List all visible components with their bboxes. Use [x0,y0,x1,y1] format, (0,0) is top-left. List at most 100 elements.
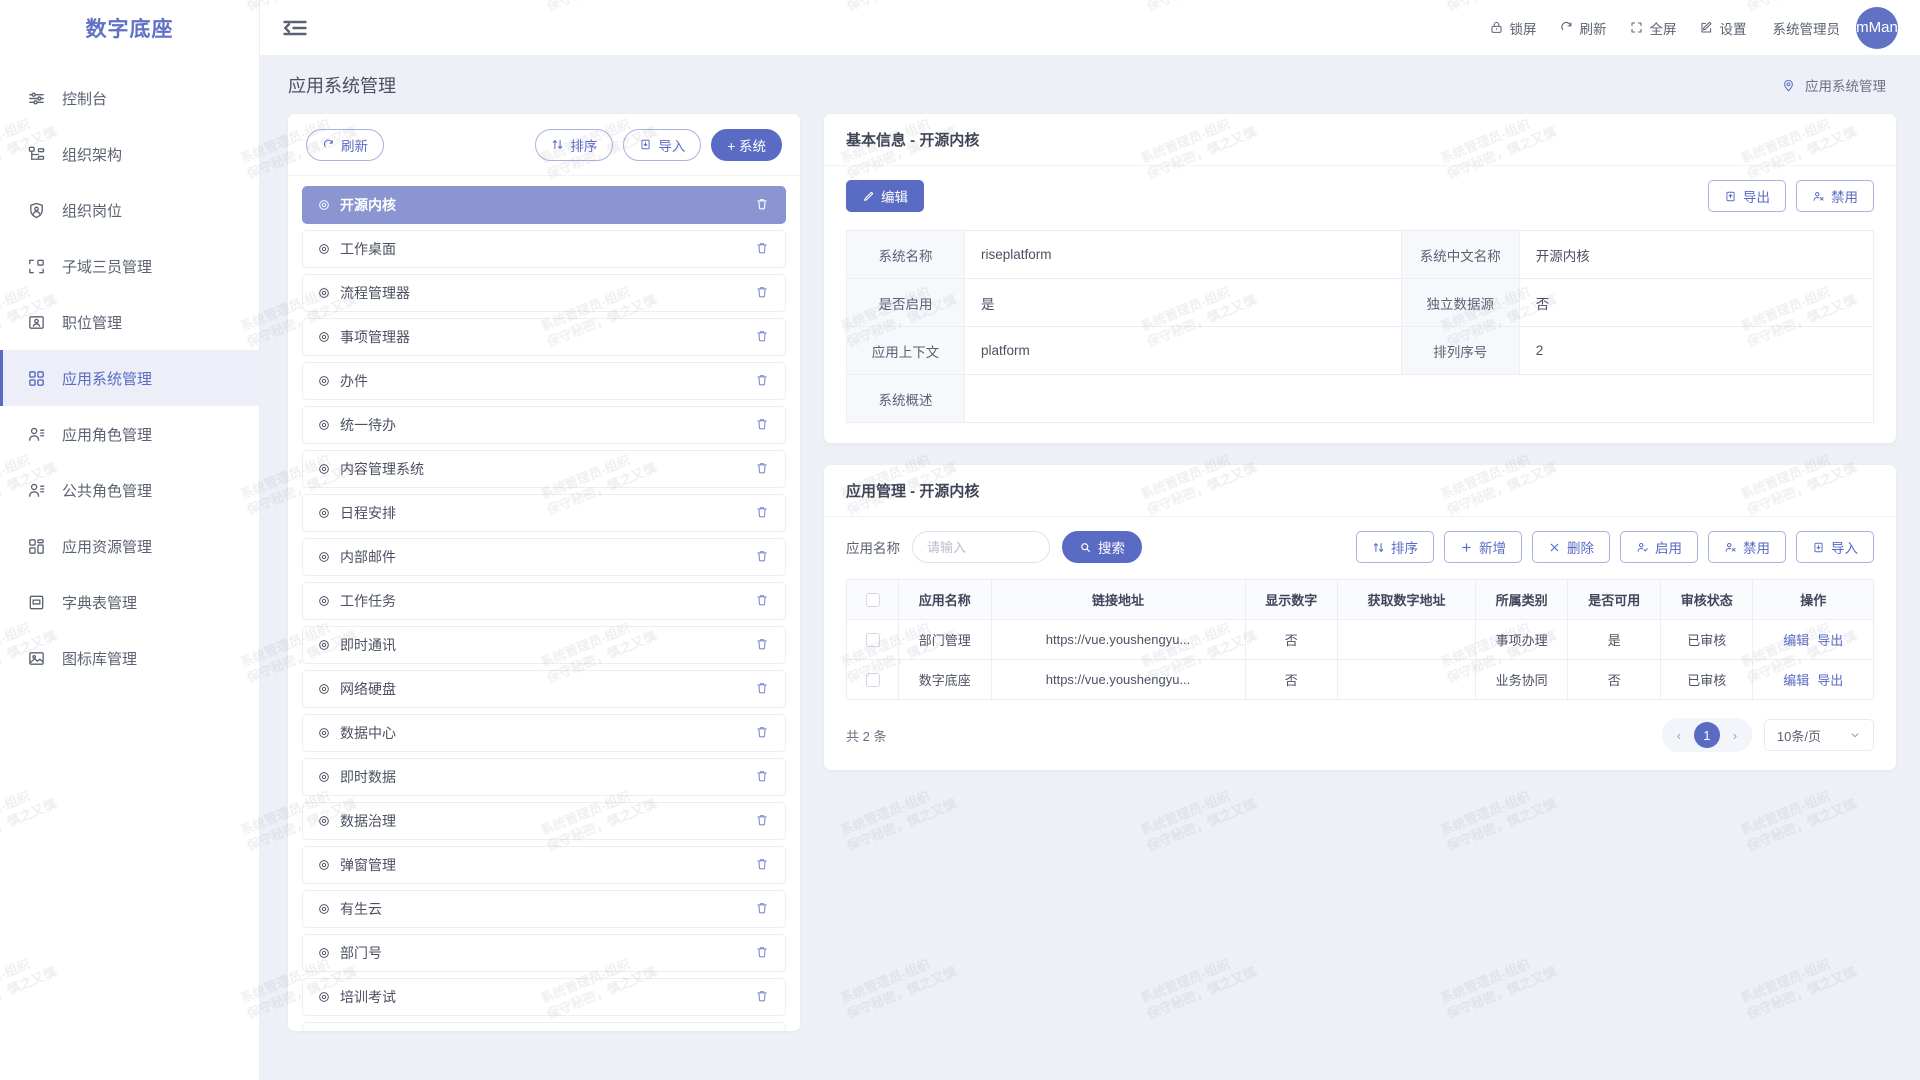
system-list-item[interactable]: 日程安排 [302,494,786,532]
app-action-button-0[interactable]: 排序 [1356,531,1434,563]
sidebar-item-0[interactable]: 控制台 [0,70,259,126]
column-header-1: 应用名称 [898,579,992,620]
row-checkbox[interactable] [865,633,880,648]
sort-systems-button[interactable]: 排序 [535,128,614,161]
system-list-item[interactable]: 事项管理器 [302,318,786,356]
sidebar-item-7[interactable]: 公共角色管理 [0,462,259,518]
app-action-buttons: 排序 新增 删除 启用 禁用 导入 [1356,531,1874,563]
app-action-button-4[interactable]: 禁用 [1708,531,1786,563]
delete-system-icon[interactable] [755,857,771,873]
edit-button[interactable]: 编辑 [846,180,924,212]
basic-info-card: 基本信息 - 开源内核 编辑 [824,114,1896,443]
row-checkbox[interactable] [865,673,880,688]
delete-system-icon[interactable] [755,945,771,961]
delete-system-icon[interactable] [755,549,771,565]
delete-system-icon[interactable] [755,769,771,785]
system-list-item[interactable]: 网络硬盘 [302,670,786,708]
import-systems-button[interactable]: 导入 [623,128,702,161]
disable-basic-button[interactable]: 禁用 [1796,180,1874,212]
target-dot-icon [317,198,331,212]
sidebar-item-1[interactable]: 组织架构 [0,126,259,182]
delete-system-icon[interactable] [755,285,771,301]
sidebar-item-5[interactable]: 应用系统管理 [0,350,259,406]
sidebar-item-6[interactable]: 应用角色管理 [0,406,259,462]
sidebar: 数字底座 控制台 组织架构 组织岗位 子域三员管理 职位管理 应用系统管理 应用角色管理 公共… [0,0,260,1080]
system-list-item[interactable]: 即时数据 [302,758,786,796]
search-button[interactable]: 搜索 [1062,531,1142,563]
system-list-item[interactable]: 开源内核 [302,186,786,224]
select-all-checkbox[interactable] [865,593,880,608]
import-systems-label: 导入 [658,138,686,154]
cell-url: https://vue.youshengyu... [990,659,1246,700]
close-x-icon [1548,541,1561,554]
column-header-6: 是否可用 [1567,579,1661,620]
delete-system-icon[interactable] [755,373,771,389]
system-list-item[interactable]: 内部邮件 [302,538,786,576]
book-icon [26,592,46,612]
page-size-select[interactable]: 10条/页 [1763,719,1874,751]
delete-system-icon[interactable] [755,505,771,521]
info-value: riseplatform [964,230,1402,279]
delete-system-icon[interactable] [755,901,771,917]
sidebar-item-label: 控制台 [62,90,108,108]
target-dot-icon [317,726,331,740]
system-list-item[interactable]: 工作桌面 [302,230,786,268]
system-list-item[interactable]: 有生云 [302,890,786,928]
delete-system-icon[interactable] [755,637,771,653]
system-list-item[interactable]: 考试管理 [302,1022,786,1031]
delete-system-icon[interactable] [755,593,771,609]
system-list-item[interactable]: 弹窗管理 [302,846,786,884]
sidebar-item-3[interactable]: 子域三员管理 [0,238,259,294]
collapse-sidebar-icon[interactable] [280,13,310,43]
delete-system-icon[interactable] [755,197,771,213]
app-action-button-5[interactable]: 导入 [1796,531,1874,563]
breadcrumb-label: 应用系统管理 [1805,79,1886,94]
next-page-button[interactable]: › [1732,727,1738,743]
blocks-icon [26,536,46,556]
delete-system-icon[interactable] [755,813,771,829]
system-list-item[interactable]: 办件 [302,362,786,400]
row-export-link[interactable]: 导出 [1817,673,1844,688]
refresh-button[interactable]: 刷新 [1559,18,1607,38]
row-export-link[interactable]: 导出 [1817,633,1844,648]
prev-page-button[interactable]: ‹ [1676,727,1682,743]
delete-system-icon[interactable] [755,681,771,697]
cell-category: 业务协同 [1474,659,1569,700]
export-basic-button[interactable]: 导出 [1708,180,1786,212]
sidebar-item-9[interactable]: 字典表管理 [0,574,259,630]
fullscreen-button[interactable]: 全屏 [1629,18,1677,38]
system-list-item[interactable]: 流程管理器 [302,274,786,312]
app-action-button-1[interactable]: 新增 [1444,531,1522,563]
user-list-icon [26,480,46,500]
app-action-button-2[interactable]: 删除 [1532,531,1610,563]
app-action-button-3[interactable]: 启用 [1620,531,1698,563]
delete-system-icon[interactable] [755,241,771,257]
page-1-button[interactable]: 1 [1693,722,1720,748]
system-list-item[interactable]: 数据中心 [302,714,786,752]
add-system-button[interactable]: + 系统 [711,128,782,161]
delete-system-icon[interactable] [755,725,771,741]
system-list-item[interactable]: 统一待办 [302,406,786,444]
sidebar-item-10[interactable]: 图标库管理 [0,630,259,686]
system-list-item[interactable]: 数据治理 [302,802,786,840]
system-list-item[interactable]: 培训考试 [302,978,786,1016]
app-name-input[interactable] [912,531,1050,563]
row-edit-link[interactable]: 编辑 [1783,633,1810,648]
sidebar-item-4[interactable]: 职位管理 [0,294,259,350]
delete-system-icon[interactable] [755,329,771,345]
image-icon [26,648,46,668]
delete-system-icon[interactable] [755,461,771,477]
system-list-item[interactable]: 部门号 [302,934,786,972]
lock-screen-button[interactable]: 锁屏 [1489,18,1537,38]
delete-system-icon[interactable] [755,417,771,433]
system-list-item[interactable]: 工作任务 [302,582,786,620]
sidebar-item-2[interactable]: 组织岗位 [0,182,259,238]
system-list-item[interactable]: 内容管理系统 [302,450,786,488]
system-list-item[interactable]: 即时通讯 [302,626,786,664]
avatar[interactable]: mMan [1856,6,1898,49]
settings-button[interactable]: 设置 [1699,18,1747,38]
row-edit-link[interactable]: 编辑 [1783,673,1810,688]
sidebar-item-8[interactable]: 应用资源管理 [0,518,259,574]
refresh-list-button[interactable]: 刷新 [306,128,384,161]
delete-system-icon[interactable] [755,989,771,1005]
